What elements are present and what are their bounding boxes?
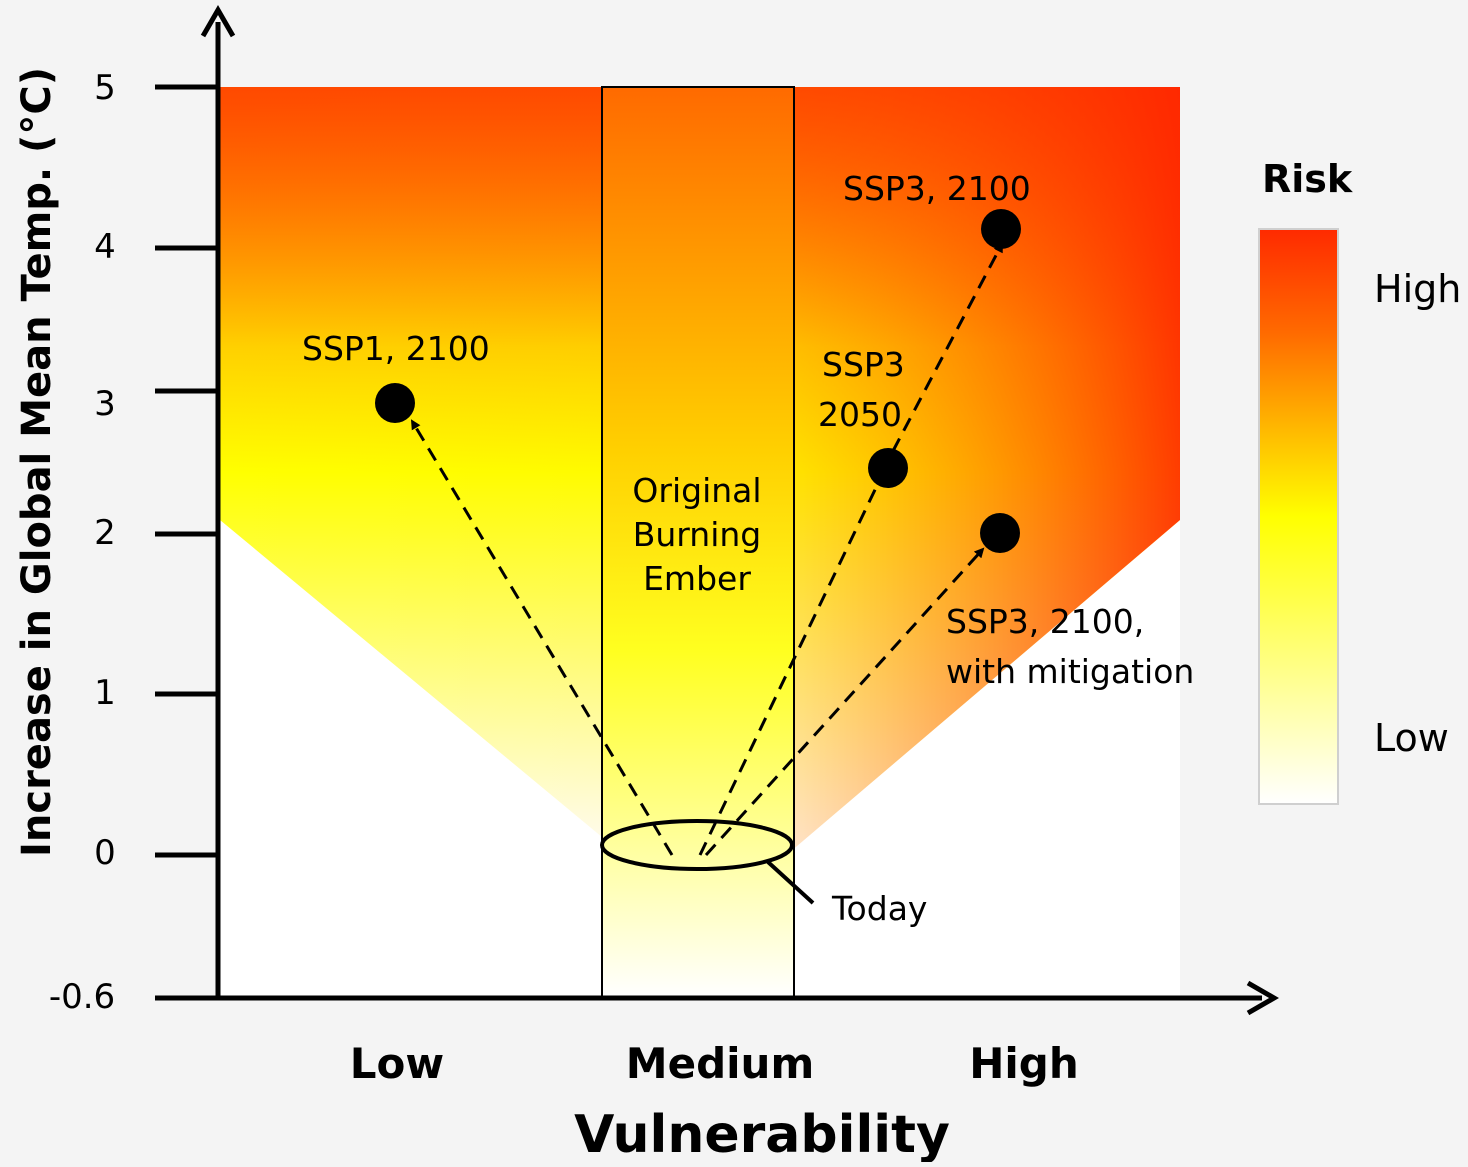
trajectory-ssp3-2050	[698, 470, 886, 856]
point-label: SSP3, 2100	[843, 169, 1031, 208]
point-ssp3-2100-mitigation	[980, 513, 1020, 553]
x-category-label: High	[969, 1039, 1079, 1088]
legend-colorbar	[1258, 228, 1339, 805]
point-label: with mitigation	[946, 652, 1194, 691]
point-ssp3-2100	[981, 209, 1021, 249]
point-label: SSP1, 2100	[302, 329, 490, 368]
y-tick-label: 3	[94, 384, 116, 424]
legend-low-label: Low	[1374, 716, 1449, 760]
y-tick-label: -0.6	[49, 977, 115, 1017]
x-category-label: Low	[350, 1039, 444, 1088]
y-tick-label: 1	[94, 673, 116, 713]
y-axis-ticks: 5 4 3 2 1 0 -0.6	[49, 68, 218, 1017]
risk-legend: Risk High Low	[1258, 157, 1461, 805]
original-burning-ember-column	[601, 86, 795, 998]
y-axis-arrow-icon	[200, 4, 236, 38]
trajectory-arrows	[410, 242, 1004, 857]
trajectory-ssp1-2100	[410, 419, 674, 856]
ember-label-line: Original	[632, 471, 761, 510]
y-tick-label: 4	[94, 227, 116, 267]
x-category-label: Medium	[626, 1039, 814, 1088]
y-axis-title: Increase in Global Mean Temp. (°C)	[14, 67, 60, 857]
point-label: SSP3, 2100,	[946, 602, 1144, 641]
legend-high-label: High	[1374, 267, 1461, 311]
y-tick-label: 0	[94, 833, 116, 873]
y-tick-label: 2	[94, 513, 116, 553]
today-ellipse	[600, 819, 794, 871]
trajectory-ssp3-2100	[891, 242, 1004, 452]
x-axis-title: Vulnerability	[574, 1105, 950, 1162]
today-leader-line	[766, 860, 815, 905]
y-tick-label: 5	[94, 68, 116, 108]
axes	[155, 4, 1280, 1016]
point-label: SSP3	[822, 345, 905, 384]
ember-label-line: Ember	[643, 559, 751, 598]
point-label: 2050	[818, 395, 902, 434]
ember-label-line: Burning	[633, 515, 762, 554]
today-label: Today	[831, 889, 927, 928]
point-ssp3-2050	[868, 448, 908, 488]
legend-title: Risk	[1262, 157, 1353, 201]
point-ssp1-2100	[375, 383, 415, 423]
x-axis-arrow-icon	[1246, 980, 1280, 1016]
